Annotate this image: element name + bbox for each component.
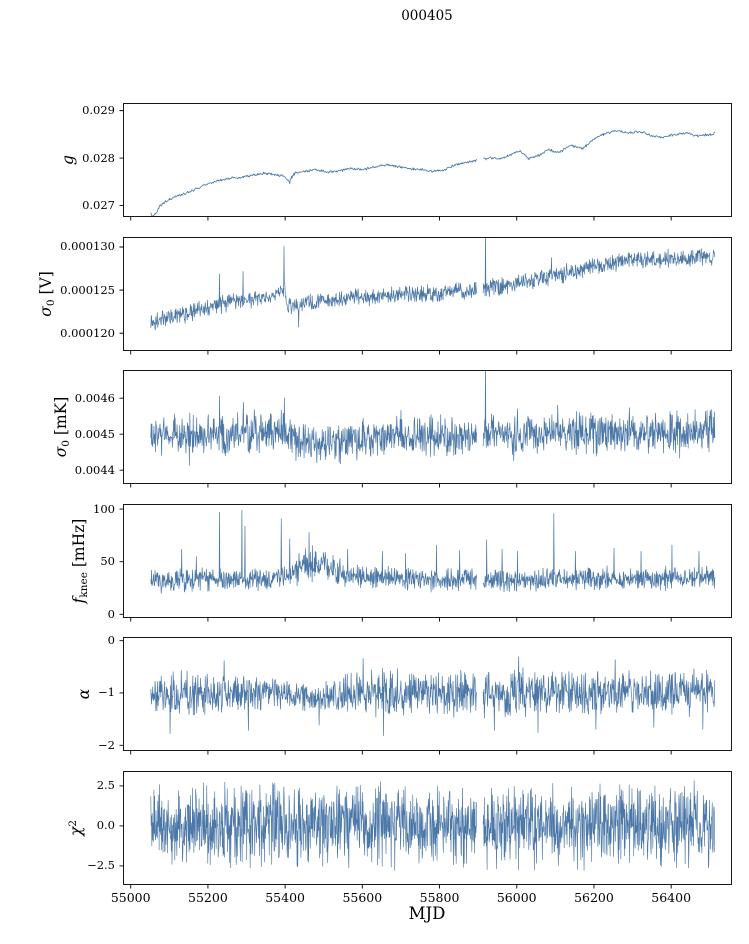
y-axis-label-part: σ: [51, 446, 70, 457]
y-tick-label-fknee: 50: [100, 554, 115, 569]
panel-fknee-canvas: [117, 504, 737, 623]
panel-chi2-canvas: [117, 771, 737, 890]
x-tick-label: 55600: [342, 890, 383, 905]
y-axis-label-fknee: fknee [mHz]: [67, 501, 91, 621]
y-axis-label-alpha: α: [72, 634, 96, 754]
y-axis-label-part: [mK]: [51, 396, 70, 440]
y-tick-label-alpha: −2: [98, 737, 115, 752]
y-axis-label-part: knee: [78, 571, 91, 598]
x-tick-label: 56200: [574, 890, 614, 905]
panel-g-canvas: [117, 103, 737, 222]
x-tick-label: 55800: [419, 890, 460, 905]
y-tick-label-chi2: −2.5: [87, 858, 115, 873]
y-tick-label-alpha: 0: [107, 633, 115, 648]
y-tick-label-chi2: 2.5: [96, 778, 115, 793]
y-tick-label-fknee: 0: [107, 606, 115, 621]
y-tick-label-sigma0_mk: 0.0046: [74, 390, 115, 405]
y-axis-label-sigma0_mk: σ0 [mK]: [49, 367, 73, 487]
panel-sigma0_v-canvas: [117, 237, 737, 356]
y-tick-label-sigma0_v: 0.000130: [60, 239, 115, 254]
y-tick-label-sigma0_v: 0.000125: [60, 282, 115, 297]
y-axis-label-part: χ: [67, 826, 86, 836]
x-tick-label: 55400: [265, 890, 305, 905]
y-axis-label-g: g: [56, 100, 80, 220]
panel-sigma0_mk-canvas: [117, 370, 737, 489]
y-axis-label-part: 0: [59, 439, 72, 447]
y-axis-label-part: 2: [67, 819, 80, 827]
y-axis-label-sigma0_v: σ0 [V]: [34, 234, 58, 354]
y-tick-label-g: 0.029: [82, 103, 115, 118]
y-tick-label-sigma0_v: 0.000120: [60, 325, 115, 340]
y-axis-label-part: α: [75, 688, 94, 699]
y-axis-label-chi2: χ2: [61, 768, 85, 888]
y-tick-label-sigma0_mk: 0.0045: [74, 426, 115, 441]
panel-alpha-canvas: [117, 637, 737, 756]
y-tick-label-g: 0.027: [82, 198, 115, 213]
y-axis-label-part: 0: [45, 298, 58, 306]
y-tick-label-sigma0_mk: 0.0044: [74, 462, 115, 477]
y-tick-label-chi2: 0.0: [96, 818, 115, 833]
y-tick-label-fknee: 100: [93, 501, 115, 516]
y-axis-label-part: g: [59, 154, 78, 165]
x-tick-label: 56000: [496, 890, 537, 905]
x-tick-label: 55000: [110, 890, 151, 905]
x-tick-label: 56400: [651, 890, 692, 905]
y-tick-label-g: 0.028: [82, 150, 115, 165]
y-axis-label-part: [mHz]: [70, 518, 89, 572]
x-axis-label: MJD: [408, 904, 446, 923]
y-axis-label-part: [V]: [37, 270, 56, 299]
y-tick-label-alpha: −1: [98, 685, 115, 700]
y-axis-label-part: σ: [37, 305, 56, 317]
figure-title: 000405: [401, 8, 453, 24]
x-tick-label: 55200: [188, 890, 228, 905]
